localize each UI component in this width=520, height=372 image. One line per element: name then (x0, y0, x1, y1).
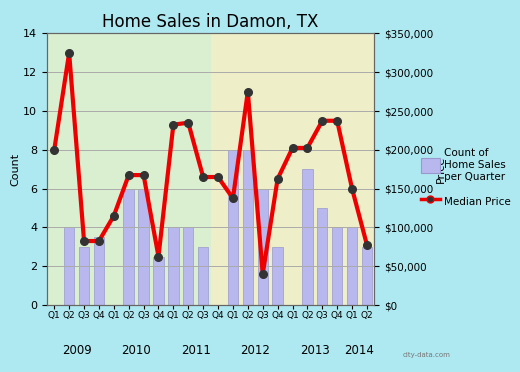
Text: 2011: 2011 (181, 344, 211, 357)
Bar (302, 169, 313, 305)
Text: 2010: 2010 (121, 344, 151, 357)
Title: Home Sales in Damon, TX: Home Sales in Damon, TX (102, 13, 319, 31)
Text: 2012: 2012 (240, 344, 270, 357)
Text: 2013: 2013 (300, 344, 330, 357)
Bar (168, 227, 178, 305)
Bar (183, 227, 193, 305)
Bar (138, 189, 149, 305)
Bar (332, 227, 342, 305)
Text: 2014: 2014 (345, 344, 374, 357)
Text: city-data.com: city-data.com (402, 352, 450, 358)
Bar (153, 257, 164, 305)
Bar (211, 33, 374, 305)
Legend: Count of
Home Sales
per Quarter, Median Price: Count of Home Sales per Quarter, Median … (417, 144, 515, 213)
Bar (94, 237, 104, 305)
Text: 2009: 2009 (62, 344, 92, 357)
Bar (257, 189, 268, 305)
Y-axis label: Price: Price (436, 155, 446, 183)
Bar (79, 247, 89, 305)
Bar (272, 247, 283, 305)
Bar (362, 247, 372, 305)
Bar (317, 208, 328, 305)
Bar (347, 227, 357, 305)
Bar (228, 150, 238, 305)
Y-axis label: Count: Count (10, 153, 20, 186)
Bar (64, 227, 74, 305)
Bar (243, 150, 253, 305)
Bar (198, 247, 209, 305)
Bar (123, 189, 134, 305)
